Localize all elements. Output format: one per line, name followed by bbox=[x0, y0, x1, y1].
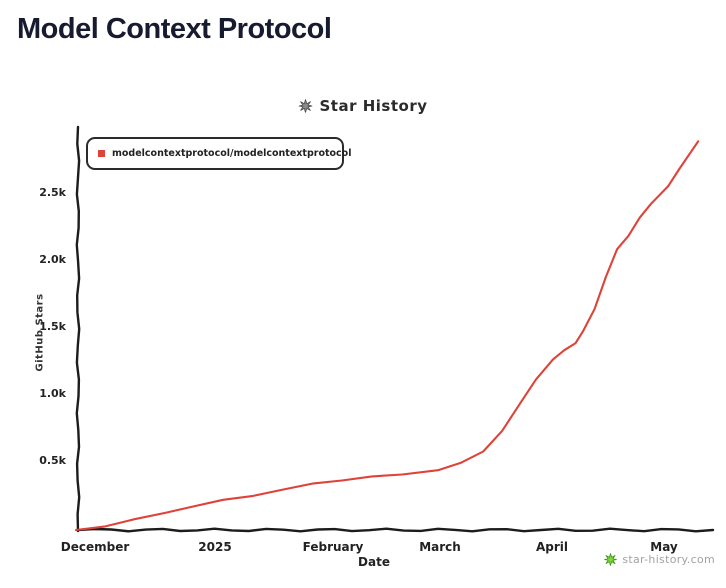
star-burst-icon bbox=[298, 99, 313, 113]
page-title: Model Context Protocol bbox=[17, 13, 332, 45]
y-tick-2000: 2.0k bbox=[39, 253, 66, 266]
chart-header: Star History bbox=[298, 97, 428, 115]
x-axis-title: Date bbox=[358, 555, 390, 569]
x-tick-april: April bbox=[535, 540, 569, 554]
footer-brand-text: star-history.com bbox=[622, 553, 715, 566]
y-tick-2500: 2.5k bbox=[39, 186, 66, 199]
legend-marker bbox=[98, 150, 105, 157]
chart-title: Star History bbox=[319, 97, 428, 115]
y-tick-1000: 1.0k bbox=[39, 387, 66, 400]
y-tick-500: 0.5k bbox=[39, 454, 66, 467]
legend-series-label: modelcontextprotocol/modelcontextprotoco… bbox=[112, 148, 352, 159]
x-tick-march: March bbox=[419, 540, 461, 554]
y-axis bbox=[75, 125, 81, 533]
y-tick-1500: 1.5k bbox=[39, 320, 66, 333]
x-tick-may: May bbox=[650, 540, 678, 554]
star-history-line bbox=[74, 140, 700, 532]
x-tick-february: February bbox=[302, 540, 364, 554]
x-tick-december: December bbox=[60, 540, 130, 554]
legend: modelcontextprotocol/modelcontextprotoco… bbox=[86, 137, 351, 170]
x-axis bbox=[75, 527, 715, 533]
y-axis-title: GitHub Stars bbox=[34, 293, 46, 372]
star-burst-icon bbox=[604, 553, 618, 566]
x-tick-2025: 2025 bbox=[198, 540, 232, 554]
footer-brand-link[interactable]: star-history.com bbox=[604, 553, 715, 566]
